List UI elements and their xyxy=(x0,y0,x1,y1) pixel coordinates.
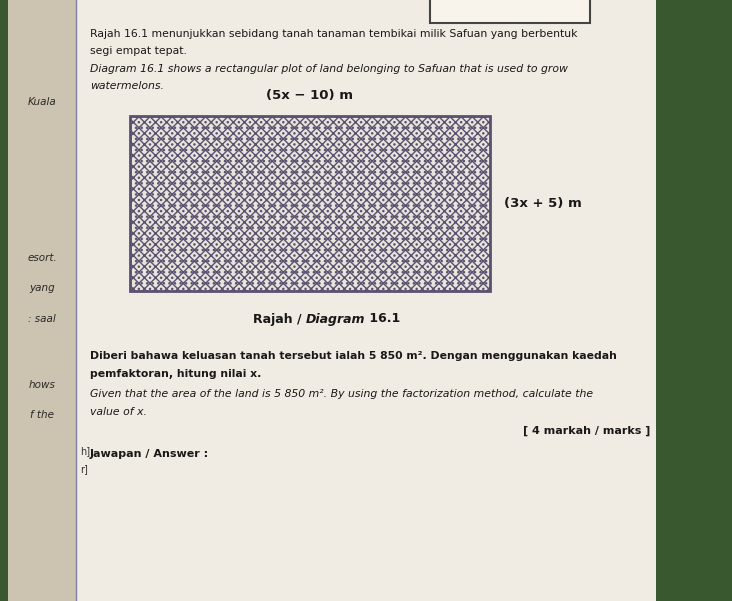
Text: yang: yang xyxy=(29,284,55,293)
Text: esort.: esort. xyxy=(27,254,57,263)
Text: f the: f the xyxy=(30,410,54,419)
Bar xyxy=(130,116,490,291)
Bar xyxy=(130,116,490,291)
Text: [ 4 markah / marks ]: [ 4 markah / marks ] xyxy=(523,426,650,436)
Text: hows: hows xyxy=(29,380,56,389)
Bar xyxy=(8,0,76,601)
Text: 16.1: 16.1 xyxy=(365,313,400,326)
Bar xyxy=(76,0,656,601)
Text: Given that the area of the land is 5 850 m². By using the factorization method, : Given that the area of the land is 5 850… xyxy=(90,389,593,399)
Text: Diagram: Diagram xyxy=(306,313,365,326)
Text: r]: r] xyxy=(80,464,88,474)
Text: segi empat tepat.: segi empat tepat. xyxy=(90,46,187,56)
Text: Rajah /: Rajah / xyxy=(253,313,306,326)
Bar xyxy=(130,116,490,291)
Text: : saal: : saal xyxy=(28,314,56,323)
Text: value of x.: value of x. xyxy=(90,407,147,417)
Text: Rajah 16.1 menunjukkan sebidang tanah tanaman tembikai milik Safuan yang berbent: Rajah 16.1 menunjukkan sebidang tanah ta… xyxy=(90,29,578,39)
Text: pemfaktoran, hitung nilai x.: pemfaktoran, hitung nilai x. xyxy=(90,369,261,379)
Bar xyxy=(430,0,590,23)
Bar xyxy=(130,116,490,291)
Text: (5x − 10) m: (5x − 10) m xyxy=(266,90,354,103)
Text: watermelons.: watermelons. xyxy=(90,81,164,91)
Text: Diberi bahawa keluasan tanah tersebut ialah 5 850 m². Dengan menggunakan kaedah: Diberi bahawa keluasan tanah tersebut ia… xyxy=(90,351,617,361)
Text: (3x + 5) m: (3x + 5) m xyxy=(504,197,582,210)
Bar xyxy=(0,0,8,601)
Text: h]: h] xyxy=(80,446,90,456)
Text: Kuala: Kuala xyxy=(28,97,56,107)
Text: Diagram 16.1 shows a rectangular plot of land belonging to Safuan that is used t: Diagram 16.1 shows a rectangular plot of… xyxy=(90,64,568,74)
Text: Jawapan / Answer :: Jawapan / Answer : xyxy=(90,449,209,459)
Bar xyxy=(656,0,732,601)
